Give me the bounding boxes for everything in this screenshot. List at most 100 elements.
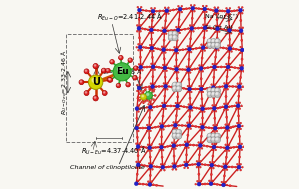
Circle shape	[192, 88, 194, 90]
Circle shape	[207, 91, 213, 98]
Circle shape	[152, 90, 155, 92]
Circle shape	[196, 160, 198, 162]
Circle shape	[138, 124, 139, 126]
Circle shape	[228, 38, 231, 41]
Circle shape	[195, 107, 198, 109]
Circle shape	[189, 97, 191, 99]
Circle shape	[212, 106, 216, 110]
Circle shape	[232, 29, 234, 31]
Circle shape	[236, 104, 240, 108]
Circle shape	[144, 100, 147, 102]
Circle shape	[150, 38, 153, 40]
Circle shape	[187, 141, 190, 143]
Circle shape	[230, 147, 232, 149]
Circle shape	[181, 29, 182, 31]
Circle shape	[186, 128, 188, 130]
Circle shape	[162, 149, 164, 151]
Circle shape	[207, 67, 209, 69]
Circle shape	[216, 93, 218, 94]
Circle shape	[212, 46, 214, 48]
Circle shape	[207, 107, 210, 110]
Circle shape	[177, 71, 179, 73]
Circle shape	[160, 105, 161, 107]
Circle shape	[235, 166, 237, 168]
Circle shape	[150, 63, 152, 65]
Circle shape	[199, 160, 201, 162]
Circle shape	[160, 145, 163, 149]
Circle shape	[228, 166, 230, 168]
Circle shape	[126, 82, 130, 87]
Circle shape	[203, 111, 205, 113]
Circle shape	[182, 164, 184, 166]
Circle shape	[190, 10, 192, 12]
Circle shape	[227, 88, 229, 90]
Circle shape	[94, 97, 96, 98]
Circle shape	[200, 129, 202, 131]
Circle shape	[212, 40, 214, 42]
Circle shape	[144, 89, 147, 91]
Circle shape	[164, 46, 166, 48]
Circle shape	[231, 45, 233, 46]
Circle shape	[174, 48, 178, 52]
Circle shape	[210, 107, 212, 109]
Circle shape	[159, 49, 161, 51]
Circle shape	[198, 142, 200, 143]
Circle shape	[183, 8, 184, 10]
Circle shape	[241, 143, 243, 145]
Circle shape	[173, 130, 175, 132]
Circle shape	[154, 146, 157, 149]
Circle shape	[198, 108, 200, 110]
Text: $R_{U-Ou}$=1.8 Å: $R_{U-Ou}$=1.8 Å	[100, 67, 142, 77]
Circle shape	[93, 96, 98, 101]
Circle shape	[176, 129, 182, 135]
Circle shape	[241, 6, 243, 8]
Circle shape	[85, 92, 87, 93]
Circle shape	[138, 99, 141, 101]
Circle shape	[176, 86, 180, 90]
Circle shape	[161, 52, 163, 53]
Circle shape	[163, 88, 165, 90]
Circle shape	[136, 136, 138, 139]
Circle shape	[227, 32, 229, 34]
Circle shape	[140, 12, 142, 14]
Circle shape	[225, 69, 227, 71]
Circle shape	[150, 89, 152, 91]
Circle shape	[144, 164, 146, 167]
Circle shape	[202, 70, 204, 72]
Circle shape	[176, 77, 178, 80]
Circle shape	[194, 88, 196, 90]
Circle shape	[151, 56, 154, 59]
Circle shape	[187, 85, 189, 87]
Circle shape	[221, 10, 223, 12]
Circle shape	[188, 104, 190, 105]
Circle shape	[201, 163, 203, 165]
Circle shape	[227, 26, 229, 28]
Circle shape	[138, 111, 140, 112]
Circle shape	[213, 183, 215, 185]
Circle shape	[197, 67, 199, 69]
Circle shape	[180, 105, 182, 107]
Circle shape	[225, 144, 227, 146]
Circle shape	[145, 86, 147, 88]
Circle shape	[147, 92, 149, 95]
Circle shape	[202, 30, 204, 32]
Circle shape	[149, 66, 151, 68]
Circle shape	[162, 70, 164, 72]
Circle shape	[172, 68, 174, 70]
Circle shape	[237, 124, 241, 128]
Circle shape	[215, 149, 217, 151]
Circle shape	[162, 64, 164, 66]
Circle shape	[164, 52, 166, 53]
Circle shape	[191, 163, 193, 166]
Circle shape	[149, 88, 151, 90]
Circle shape	[177, 83, 179, 85]
Circle shape	[188, 109, 190, 111]
Circle shape	[166, 88, 168, 90]
Circle shape	[150, 124, 152, 126]
Circle shape	[202, 91, 204, 93]
Circle shape	[225, 63, 227, 65]
Circle shape	[238, 95, 240, 97]
Circle shape	[152, 163, 153, 164]
Circle shape	[170, 32, 171, 34]
Circle shape	[207, 133, 213, 139]
